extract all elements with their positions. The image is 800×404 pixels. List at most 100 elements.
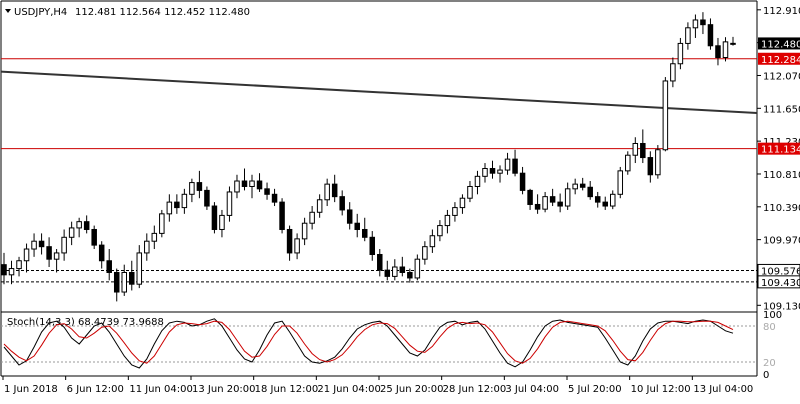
candle-body <box>685 27 691 44</box>
candle-body <box>301 222 308 240</box>
price-tick-label: 109.970 <box>763 236 800 247</box>
candle <box>384 260 391 281</box>
candle <box>129 260 135 291</box>
candle <box>617 166 624 199</box>
candle-body <box>106 260 112 273</box>
candle <box>174 194 180 214</box>
candle <box>271 188 278 207</box>
candle-body <box>670 63 676 82</box>
candle-body <box>557 201 563 207</box>
candle-body <box>204 189 210 207</box>
candle <box>256 173 263 192</box>
time-tick-label: 18 Jun 12:00 <box>255 384 319 395</box>
candle-body <box>249 180 255 187</box>
candle <box>715 37 721 66</box>
candle-body <box>392 266 398 277</box>
candle-body <box>174 201 180 209</box>
candle <box>474 170 481 195</box>
candle-body <box>482 168 488 177</box>
candle-body <box>625 154 631 172</box>
time-tick-label: 3 Jul 04:00 <box>505 384 559 395</box>
candle-body <box>8 268 15 276</box>
time-tick-label: 6 Jun 12:00 <box>67 384 124 395</box>
candle-body <box>166 201 173 215</box>
candle-body <box>309 211 315 224</box>
candle <box>422 241 428 265</box>
time-tick-label: 13 Jun 20:00 <box>192 384 256 395</box>
candle <box>429 229 436 253</box>
candle-body <box>226 191 233 216</box>
candle <box>519 166 526 195</box>
candle <box>83 215 90 234</box>
candle-body <box>655 149 661 176</box>
candle <box>594 191 601 208</box>
level-price-label-border <box>757 275 800 289</box>
candle-body <box>16 260 22 270</box>
candle-body <box>429 235 436 248</box>
candle-body <box>189 182 195 195</box>
level-price-label-box <box>758 275 800 288</box>
candle <box>707 18 714 50</box>
candle-body <box>136 252 143 285</box>
candle <box>136 245 143 289</box>
candle-body <box>647 157 654 176</box>
candle <box>662 77 669 152</box>
candle-body <box>339 196 345 211</box>
candle-body <box>316 199 323 213</box>
candle-body <box>489 168 496 174</box>
candle <box>459 194 466 214</box>
level-price-label-box <box>758 264 800 277</box>
time-tick-label: 11 Jun 04:00 <box>129 384 193 395</box>
candle <box>625 151 631 175</box>
candle <box>489 160 496 179</box>
candle-body <box>377 253 383 271</box>
candle <box>181 188 188 214</box>
candle-body <box>512 158 518 174</box>
candle <box>497 165 503 183</box>
candle-body <box>452 207 458 216</box>
candle <box>542 191 548 213</box>
level-price-label-box <box>758 52 800 65</box>
candle <box>444 209 451 234</box>
candle <box>452 202 458 222</box>
stochastic-tick-label: 0 <box>763 370 769 381</box>
price-tick-label: 112.910 <box>763 6 800 17</box>
candle-body <box>31 240 37 250</box>
stochastic-label: Stoch(14,3,3) 68.4739 73.9688 <box>7 317 164 328</box>
candle <box>354 213 360 238</box>
candle-body <box>474 175 481 187</box>
chart-ohlc-label: 112.481 112.564 112.452 112.480 <box>75 7 250 18</box>
candle <box>219 209 225 238</box>
candle <box>587 181 593 200</box>
candle <box>722 37 729 62</box>
candle-body <box>294 238 300 254</box>
candle <box>527 188 533 210</box>
candle-body <box>564 188 571 207</box>
candle-body <box>129 271 135 285</box>
candle-body <box>422 246 428 260</box>
candle <box>23 243 30 273</box>
candle-body <box>354 222 360 230</box>
candle-body <box>159 213 165 234</box>
candle <box>91 225 97 250</box>
candle-body <box>587 186 593 198</box>
time-tick-label: 1 Jun 2018 <box>4 384 58 395</box>
candle-body <box>602 201 608 207</box>
current-price-label-box <box>758 37 800 50</box>
candle-body <box>632 142 639 156</box>
level-price-label: 112.284 <box>761 55 800 66</box>
level-price-label: 109.576 <box>761 266 800 277</box>
candle <box>602 196 608 210</box>
candle <box>61 229 67 261</box>
candle <box>369 231 376 261</box>
candle-body <box>46 246 52 260</box>
candle-body <box>534 203 541 210</box>
candle-body <box>700 19 706 26</box>
candle <box>294 233 300 260</box>
candle-body <box>38 240 45 248</box>
candle-body <box>527 189 533 205</box>
stochastic-line <box>3 320 734 364</box>
candle <box>8 260 15 285</box>
